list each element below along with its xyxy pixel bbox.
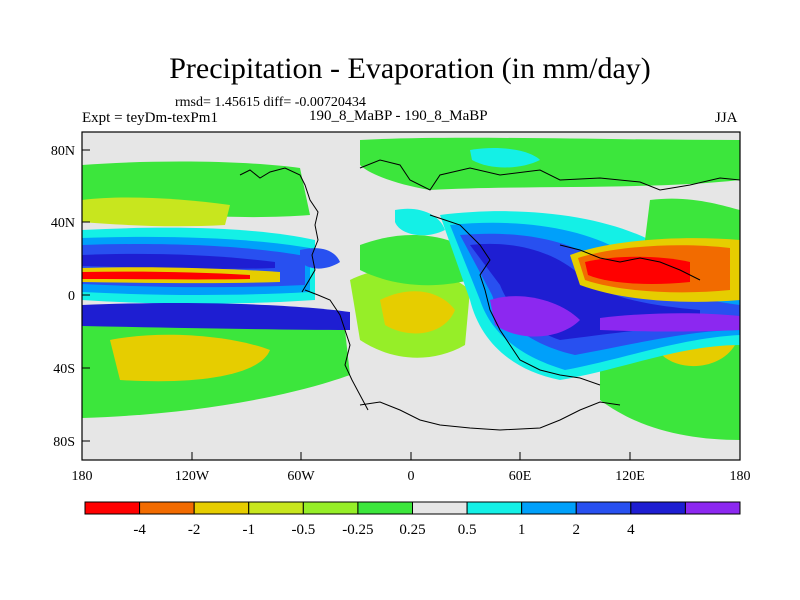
- coast-north-america: [239, 167, 319, 293]
- colorbar-label: -4: [133, 522, 146, 538]
- colorbar-swatch: [357, 501, 413, 515]
- lat-tick-label: 40S: [53, 362, 75, 377]
- coast-africa: [429, 214, 601, 386]
- lat-tick-label: 80S: [53, 435, 75, 450]
- colorbar-swatch: [302, 501, 359, 515]
- lon-tick-label: 60E: [509, 469, 532, 484]
- colorbar-label: 4: [627, 522, 635, 538]
- colorbar-label: 0.25: [399, 522, 425, 538]
- colorbar-swatch: [84, 501, 141, 515]
- colorbar-label: 2: [573, 522, 581, 538]
- experiment-label: Expt = teyDm-texPm1: [82, 110, 218, 126]
- lon-tick-label: 120W: [175, 469, 210, 484]
- colorbar-label: -2: [188, 522, 201, 538]
- colorbar-swatch: [521, 501, 577, 515]
- contour-red-itcz-core: [82, 271, 250, 280]
- stats-label: rmsd= 1.45615 diff= -0.00720434: [175, 95, 366, 110]
- colorbar-label: 0.5: [458, 522, 477, 538]
- contour-yellow-south-atlantic: [380, 291, 455, 334]
- colorbar-swatch: [630, 501, 686, 515]
- plot-title: Precipitation - Evaporation (in mm/day): [169, 52, 651, 85]
- lat-tick-label: 80N: [51, 144, 75, 159]
- colorbar-label: -0.25: [342, 522, 373, 538]
- lat-labels: 80N 40N 0 40S 80S: [51, 144, 75, 450]
- coastlines: [239, 159, 740, 431]
- season-label: JJA: [715, 110, 738, 126]
- colorbar: -4 -2 -1 -0.5 -0.25 0.25 0.5 1 2 4: [84, 501, 741, 538]
- lon-tick-label: 180: [730, 469, 751, 484]
- field-contours: [82, 132, 740, 460]
- colorbar-label: -1: [243, 522, 256, 538]
- contour-yellow-south-pacific: [110, 334, 270, 382]
- coast-south-america: [304, 289, 369, 411]
- contour-darkblue-itcz-south: [82, 302, 350, 330]
- colorbar-swatch: [248, 501, 304, 515]
- contour-darkblue-itcz-north: [82, 253, 275, 269]
- lon-tick-label: 60W: [287, 469, 315, 484]
- runs-label: 190_8_MaBP - 190_8_MaBP: [309, 108, 488, 124]
- colorbar-swatch: [684, 501, 741, 515]
- lon-tick-label: 120E: [615, 469, 645, 484]
- colorbar-swatch: [412, 501, 468, 515]
- contour-blue-atlantic: [300, 248, 340, 269]
- lon-tick-label: 180: [72, 469, 93, 484]
- coast-asia: [559, 244, 701, 281]
- coast-antarctica: [359, 401, 621, 431]
- colorbar-swatch: [466, 501, 523, 515]
- contour-purple-indian: [490, 296, 580, 337]
- contour-yellow-north-pacific: [82, 197, 230, 227]
- lon-tick-label: 0: [408, 469, 415, 484]
- lat-tick-label: 0: [68, 289, 75, 304]
- colorbar-label: -0.5: [291, 522, 315, 538]
- contour-green-north-band: [360, 137, 740, 190]
- colorbar-label: 1: [518, 522, 526, 538]
- contour-cyan-arctic: [470, 148, 540, 168]
- contour-green-africa-north: [360, 234, 470, 286]
- colorbar-swatch: [139, 501, 195, 515]
- lat-tick-label: 40N: [51, 216, 75, 231]
- lon-labels: 180 120W 60W 0 60E 120E 180: [72, 469, 751, 484]
- colorbar-swatch: [193, 501, 250, 515]
- colorbar-swatch: [575, 501, 632, 515]
- map-ticks: [81, 149, 741, 460]
- coast-arctic: [359, 159, 740, 191]
- contour-purple-west-pacific: [600, 313, 740, 332]
